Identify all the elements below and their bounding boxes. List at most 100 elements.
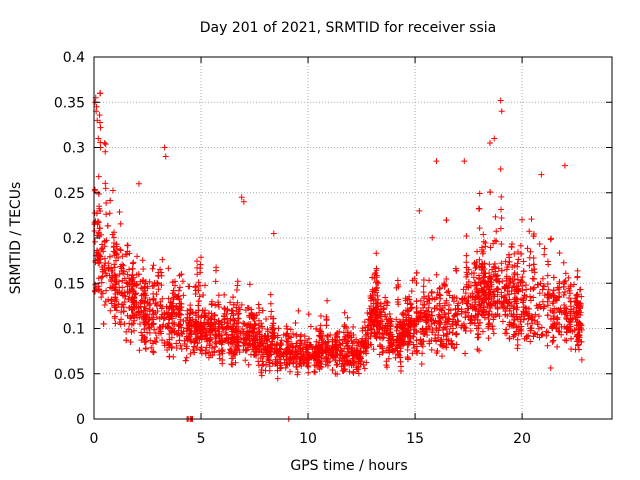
data-point [289, 354, 296, 361]
data-point [228, 332, 235, 339]
data-point [548, 235, 555, 242]
data-point [511, 290, 518, 297]
data-point [482, 239, 489, 246]
data-point [96, 286, 103, 293]
data-point [497, 97, 504, 104]
data-point [523, 333, 530, 340]
data-point [361, 318, 368, 325]
data-point [337, 342, 344, 349]
data-point [560, 292, 567, 299]
data-point [139, 257, 146, 264]
data-point [471, 303, 478, 310]
data-point [119, 253, 126, 260]
data-point [561, 162, 568, 169]
data-point [187, 350, 194, 357]
data-point [240, 320, 247, 327]
data-point [545, 286, 552, 293]
data-point [490, 291, 497, 298]
data-point [150, 262, 157, 269]
data-point [198, 254, 205, 261]
data-point [223, 331, 230, 338]
data-point [99, 241, 106, 248]
data-point [305, 351, 312, 358]
data-point [498, 108, 505, 115]
data-point [561, 337, 568, 344]
data-point [514, 304, 521, 311]
data-point [266, 359, 273, 366]
data-point [178, 330, 185, 337]
data-point [520, 316, 527, 323]
data-point [539, 331, 546, 338]
data-point [374, 299, 381, 306]
data-point [159, 303, 166, 310]
x-tick-label: 15 [406, 431, 424, 447]
axes: 0 5 10 15 20 0 0.05 0.1 0.15 0.2 0.25 0.3 0.35 0.4 [54, 50, 612, 447]
data-point [293, 350, 300, 357]
data-point [526, 262, 533, 269]
data-point [284, 325, 291, 332]
data-point [235, 310, 242, 317]
data-point [138, 329, 145, 336]
data-point [149, 340, 156, 347]
data-point [128, 328, 135, 335]
data-point [538, 324, 545, 331]
data-point [307, 323, 314, 330]
data-point [107, 197, 114, 204]
data-point [480, 248, 487, 255]
data-point [187, 336, 194, 343]
data-point [103, 211, 110, 218]
data-point [215, 303, 222, 310]
data-point [460, 286, 467, 293]
data-point [244, 304, 251, 311]
data-point [555, 328, 562, 335]
data-point [229, 294, 236, 301]
data-point [544, 342, 551, 349]
data-point [102, 185, 109, 192]
data-point [425, 295, 432, 302]
data-point [375, 280, 382, 287]
data-point [547, 236, 554, 243]
data-point [486, 139, 493, 146]
data-point [317, 313, 324, 320]
data-point [408, 288, 415, 295]
data-point [169, 279, 176, 286]
data-point [259, 323, 266, 330]
data-point [101, 139, 108, 146]
data-point [270, 230, 277, 237]
data-point [267, 300, 274, 307]
data-point [558, 323, 565, 330]
data-point [544, 312, 551, 319]
data-point [417, 329, 424, 336]
data-point [387, 337, 394, 344]
data-point [527, 338, 534, 345]
data-point [296, 361, 303, 368]
data-point [131, 291, 138, 298]
data-point [567, 283, 574, 290]
data-point [538, 332, 545, 339]
data-point [116, 208, 123, 215]
data-point [290, 344, 297, 351]
data-point [126, 295, 133, 302]
data-point [108, 278, 115, 285]
data-point [94, 117, 101, 124]
data-point [514, 263, 521, 270]
data-point [195, 298, 202, 305]
data-point [544, 272, 551, 279]
data-point [218, 337, 225, 344]
data-point [172, 291, 179, 298]
data-point [355, 370, 362, 377]
data-point [256, 331, 263, 338]
data-point [530, 230, 537, 237]
data-point [253, 348, 260, 355]
data-point [395, 283, 402, 290]
data-point [371, 309, 378, 316]
data-point [443, 331, 450, 338]
data-point [102, 141, 109, 148]
data-point [325, 352, 332, 359]
data-point [364, 309, 371, 316]
data-point [202, 350, 209, 357]
data-point [413, 348, 420, 355]
data-point [458, 310, 465, 317]
data-point [251, 326, 258, 333]
data-point [318, 358, 325, 365]
